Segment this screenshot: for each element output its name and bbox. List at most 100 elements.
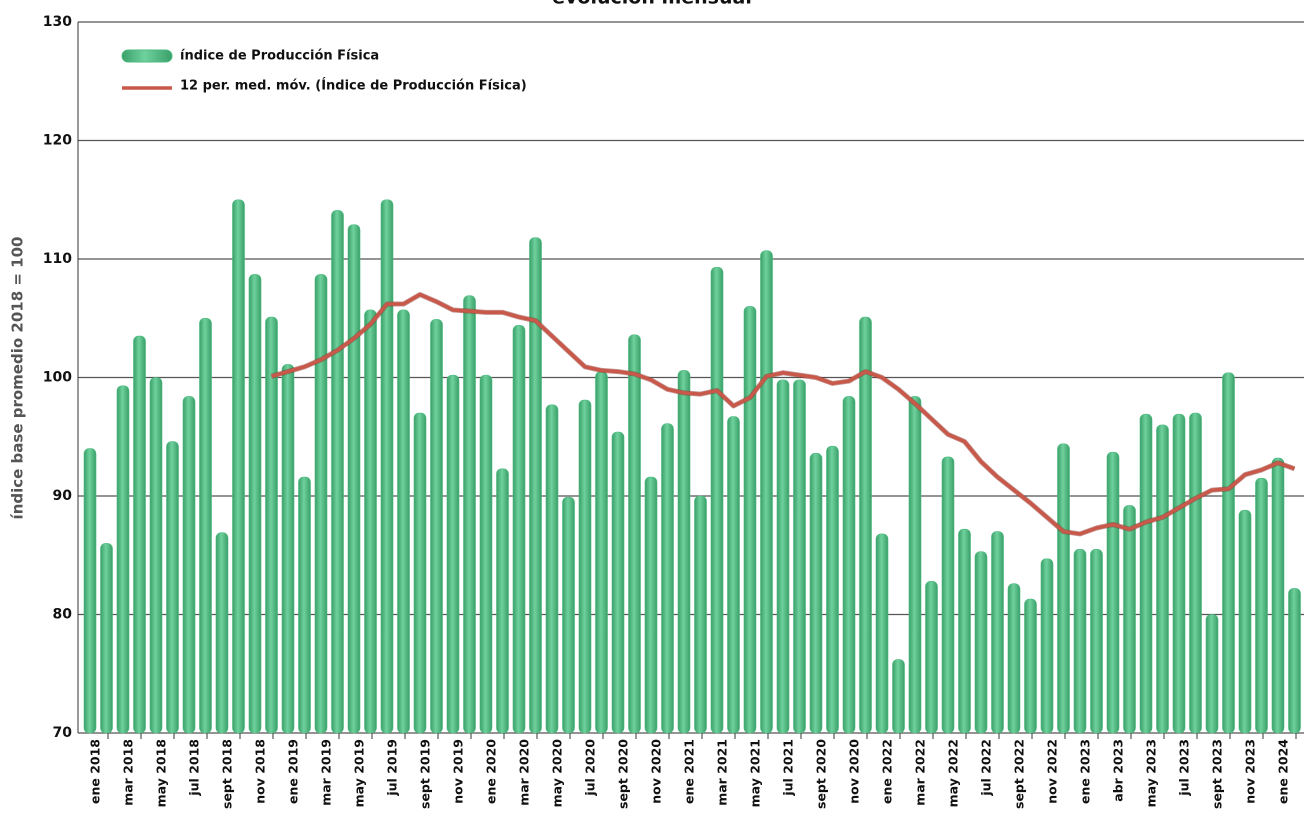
x-tick-label: ene 2024 (1276, 739, 1291, 804)
y-tick-label: 90 (53, 488, 73, 504)
x-tick-label: ene 2018 (88, 739, 103, 804)
chart-title: evolución mensual (552, 0, 752, 9)
bar (149, 377, 163, 734)
bar (133, 335, 146, 734)
x-tick-label: may 2019 (352, 739, 367, 807)
bar (100, 543, 113, 734)
x-tick-label: ene 2020 (484, 739, 499, 804)
bar (727, 416, 740, 734)
bar (331, 210, 344, 734)
bar (1271, 457, 1285, 734)
x-tick-label: ene 2021 (682, 739, 697, 804)
bar (1238, 509, 1252, 734)
bar (1255, 477, 1268, 734)
bar (1090, 549, 1103, 734)
bar (413, 412, 427, 734)
x-tick-label: may 2020 (550, 739, 565, 808)
bar (1073, 549, 1087, 734)
x-tick-label: sept 2019 (418, 739, 433, 809)
bar (479, 374, 493, 734)
bar (364, 309, 377, 734)
bar (760, 250, 773, 734)
bar (116, 385, 130, 734)
x-tick-label: may 2023 (1144, 739, 1159, 807)
bar (1057, 443, 1070, 734)
x-tick-label: ene 2023 (1078, 739, 1093, 804)
bar (166, 441, 179, 734)
bar (677, 370, 691, 734)
bar (199, 317, 212, 734)
x-tick-label: sept 2023 (1210, 739, 1225, 809)
bar (859, 316, 872, 734)
x-tick-label: nov 2022 (1045, 739, 1060, 804)
legend-box (108, 40, 560, 104)
x-tick-label: may 2022 (946, 739, 961, 807)
y-tick-label: 110 (43, 251, 72, 267)
x-tick-label: may 2018 (154, 739, 169, 807)
y-tick-label: 130 (43, 14, 72, 30)
y-tick-label: 100 (43, 370, 72, 386)
bar (1123, 505, 1136, 734)
bar (958, 528, 971, 734)
bar (380, 199, 394, 734)
x-tick-label: mar 2018 (121, 739, 136, 806)
x-tick-label: ene 2019 (286, 739, 301, 804)
bar (512, 325, 526, 734)
bar (281, 364, 295, 734)
x-tick-label: mar 2019 (319, 739, 334, 806)
bar (1007, 583, 1021, 734)
bar (743, 306, 757, 734)
bar (1156, 424, 1169, 734)
bar (347, 224, 361, 734)
bar (1106, 451, 1120, 734)
bar (545, 404, 559, 734)
bar (182, 396, 196, 734)
bar (463, 295, 476, 734)
x-tick-label: nov 2020 (649, 739, 664, 804)
bar (793, 379, 806, 734)
bar (1040, 558, 1054, 734)
x-tick-label: sept 2020 (616, 739, 631, 809)
y-tick-label: 120 (43, 133, 72, 149)
bar (925, 581, 938, 734)
bar (776, 379, 790, 734)
x-tick-label: jul 2022 (979, 739, 994, 797)
y-axis-label: índice base promedio 2018 = 100 (9, 237, 27, 520)
x-tick-label: nov 2018 (253, 739, 268, 804)
bar (644, 476, 658, 734)
bar (1288, 588, 1301, 734)
x-tick-label: jul 2021 (781, 739, 796, 797)
bar (578, 399, 592, 734)
y-tick-label: 80 (53, 607, 73, 623)
bar (595, 371, 608, 734)
x-tick-label: nov 2023 (1243, 739, 1258, 804)
legend-label: índice de Producción Física (180, 49, 379, 64)
legend-swatch (121, 49, 173, 63)
x-tick-label: mar 2021 (715, 739, 730, 806)
bar (430, 319, 443, 734)
bar (314, 274, 328, 734)
bar (611, 431, 625, 734)
x-tick-label: jul 2018 (187, 739, 202, 797)
legend: índice de Producción Física 12 per. med. … (108, 40, 560, 104)
bar (1024, 598, 1037, 734)
bar (562, 496, 575, 734)
legend-label: 12 per. med. móv. (Índice de Producción … (180, 78, 527, 94)
x-tick-label: nov 2019 (451, 739, 466, 804)
bar (1222, 372, 1235, 734)
bar (974, 551, 988, 734)
bar (529, 237, 542, 734)
bar (265, 316, 278, 734)
bar (1172, 413, 1186, 734)
bar (496, 468, 509, 734)
x-tick-label: sept 2018 (220, 739, 235, 809)
x-tick-label: sept 2020 (814, 739, 829, 809)
x-tick-label: jul 2020 (583, 739, 598, 797)
line (271, 292, 1296, 536)
bar (446, 374, 460, 734)
x-tick-label: mar 2020 (517, 739, 532, 806)
bar (826, 445, 839, 734)
bar (809, 453, 823, 734)
bar (892, 659, 905, 734)
